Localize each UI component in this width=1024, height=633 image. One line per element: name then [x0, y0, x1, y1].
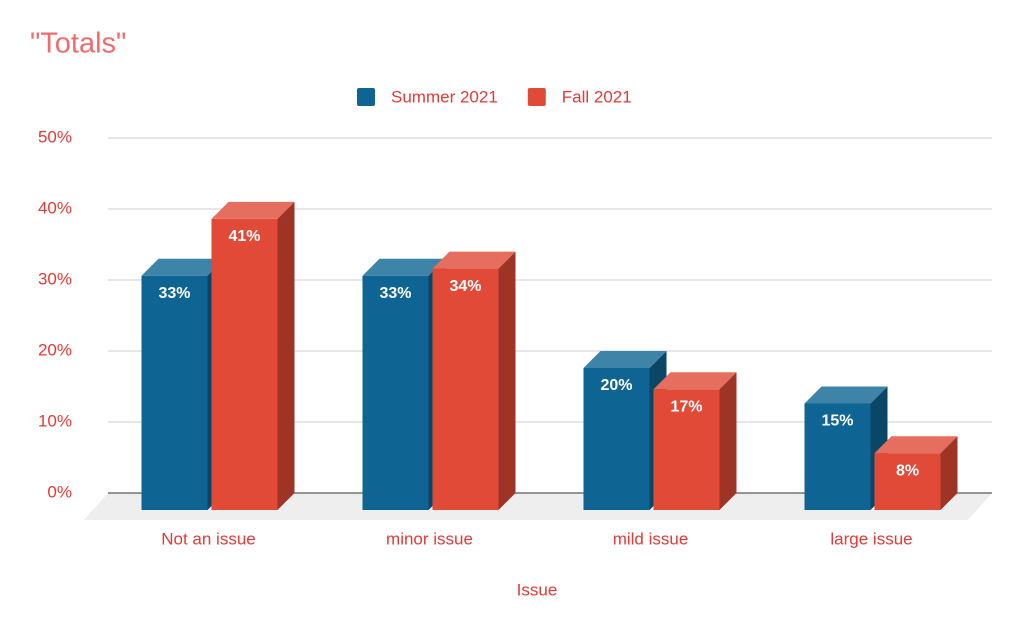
x-tick-label: minor issue: [386, 529, 473, 548]
bar-top: [804, 386, 888, 404]
bar-side: [498, 251, 516, 510]
bar-front: [804, 403, 871, 510]
y-tick-label: 50%: [38, 127, 72, 146]
legend-label: Summer 2021: [391, 87, 498, 106]
data-label: 17%: [670, 399, 702, 416]
x-tick-label: Not an issue: [161, 529, 256, 548]
data-label: 8%: [896, 462, 919, 479]
data-label: 33%: [379, 285, 411, 302]
legend-swatch: [527, 88, 546, 106]
bar-top: [211, 201, 295, 219]
bar-front: [211, 218, 278, 510]
bar-front: [141, 275, 208, 510]
bar-side: [719, 372, 737, 510]
bar-front: [362, 275, 429, 510]
legend-label: Fall 2021: [562, 87, 632, 106]
legend-swatch: [357, 88, 375, 106]
y-tick-label: 30%: [38, 269, 72, 288]
y-tick-label: 20%: [38, 340, 72, 359]
bar-top: [432, 251, 516, 269]
x-axis-label: Issue: [517, 580, 558, 599]
y-tick-label: 10%: [38, 411, 72, 430]
bar-front: [583, 368, 650, 510]
data-label: 41%: [228, 228, 260, 245]
data-label: 33%: [158, 285, 190, 302]
x-tick-label: large issue: [830, 529, 912, 548]
y-tick-label: 0%: [47, 482, 72, 501]
bar-top: [583, 351, 667, 368]
bar-front: [874, 453, 941, 510]
bar-side: [277, 201, 295, 510]
y-tick-label: 40%: [38, 198, 72, 217]
chart-title: "Totals": [30, 28, 126, 60]
bar-top: [141, 258, 225, 276]
bar-top: [653, 372, 737, 390]
data-label: 34%: [449, 278, 481, 295]
bar-top: [362, 258, 446, 276]
bar-top: [874, 436, 958, 454]
bar-front: [653, 389, 720, 510]
data-label: 15%: [821, 413, 853, 430]
bar-side: [940, 436, 958, 510]
data-label: 20%: [600, 377, 632, 394]
floor: [84, 493, 992, 520]
x-tick-label: mild issue: [613, 529, 689, 548]
bar-front: [432, 268, 499, 510]
